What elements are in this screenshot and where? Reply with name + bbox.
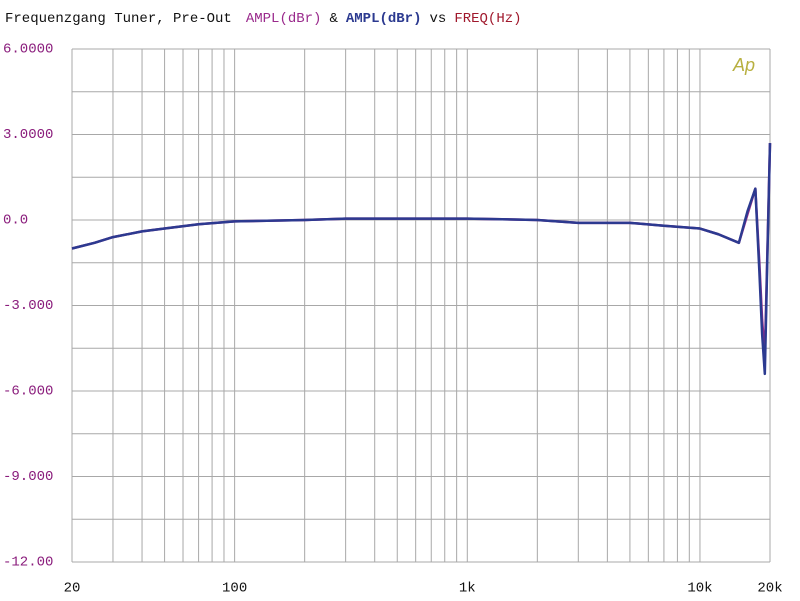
x-tick-label: 10k — [687, 581, 712, 597]
title-text: Frequenzgang Tuner, Pre-Out — [5, 11, 232, 27]
y-tick-label: 0.0 — [3, 213, 28, 229]
y-tick-label: 6.0000 — [3, 42, 53, 58]
logo: Ap — [732, 55, 755, 75]
x-axis-label: FREQ(Hz) — [454, 11, 521, 27]
chart-title: Frequenzgang Tuner, Pre-Out AMPL(dBr) & AMP… — [5, 11, 522, 27]
x-tick-label: 20k — [757, 581, 782, 597]
y-tick-label: -12.00 — [3, 555, 53, 571]
versus: vs — [430, 11, 447, 27]
y-tick-label: -9.000 — [3, 469, 53, 485]
legend-entry: AMPL(dBr) — [346, 11, 422, 27]
y-tick-label: -3.000 — [3, 298, 53, 314]
x-tick-label: 1k — [459, 581, 476, 597]
joiner: & — [329, 11, 338, 27]
x-tick-label: 100 — [222, 581, 247, 597]
legend-entry: AMPL(dBr) — [246, 11, 322, 27]
y-tick-label: 3.0000 — [3, 127, 53, 143]
data-line — [71, 143, 772, 376]
y-tick-label: -6.000 — [3, 384, 53, 400]
x-tick-label: 20 — [64, 581, 81, 597]
